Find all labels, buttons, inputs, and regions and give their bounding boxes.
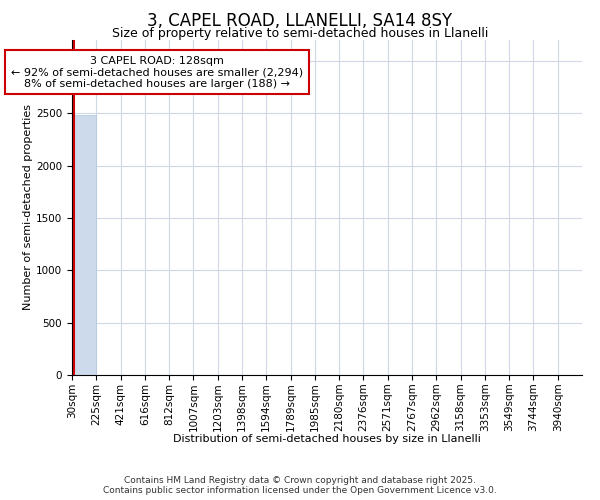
Text: 3 CAPEL ROAD: 128sqm
← 92% of semi-detached houses are smaller (2,294)
8% of sem: 3 CAPEL ROAD: 128sqm ← 92% of semi-detac… xyxy=(11,56,303,89)
Text: 3, CAPEL ROAD, LLANELLI, SA14 8SY: 3, CAPEL ROAD, LLANELLI, SA14 8SY xyxy=(148,12,452,30)
X-axis label: Distribution of semi-detached houses by size in Llanelli: Distribution of semi-detached houses by … xyxy=(173,434,481,444)
Text: Contains HM Land Registry data © Crown copyright and database right 2025.
Contai: Contains HM Land Registry data © Crown c… xyxy=(103,476,497,495)
Y-axis label: Number of semi-detached properties: Number of semi-detached properties xyxy=(23,104,33,310)
Text: Size of property relative to semi-detached houses in Llanelli: Size of property relative to semi-detach… xyxy=(112,28,488,40)
Bar xyxy=(72,115,96,375)
